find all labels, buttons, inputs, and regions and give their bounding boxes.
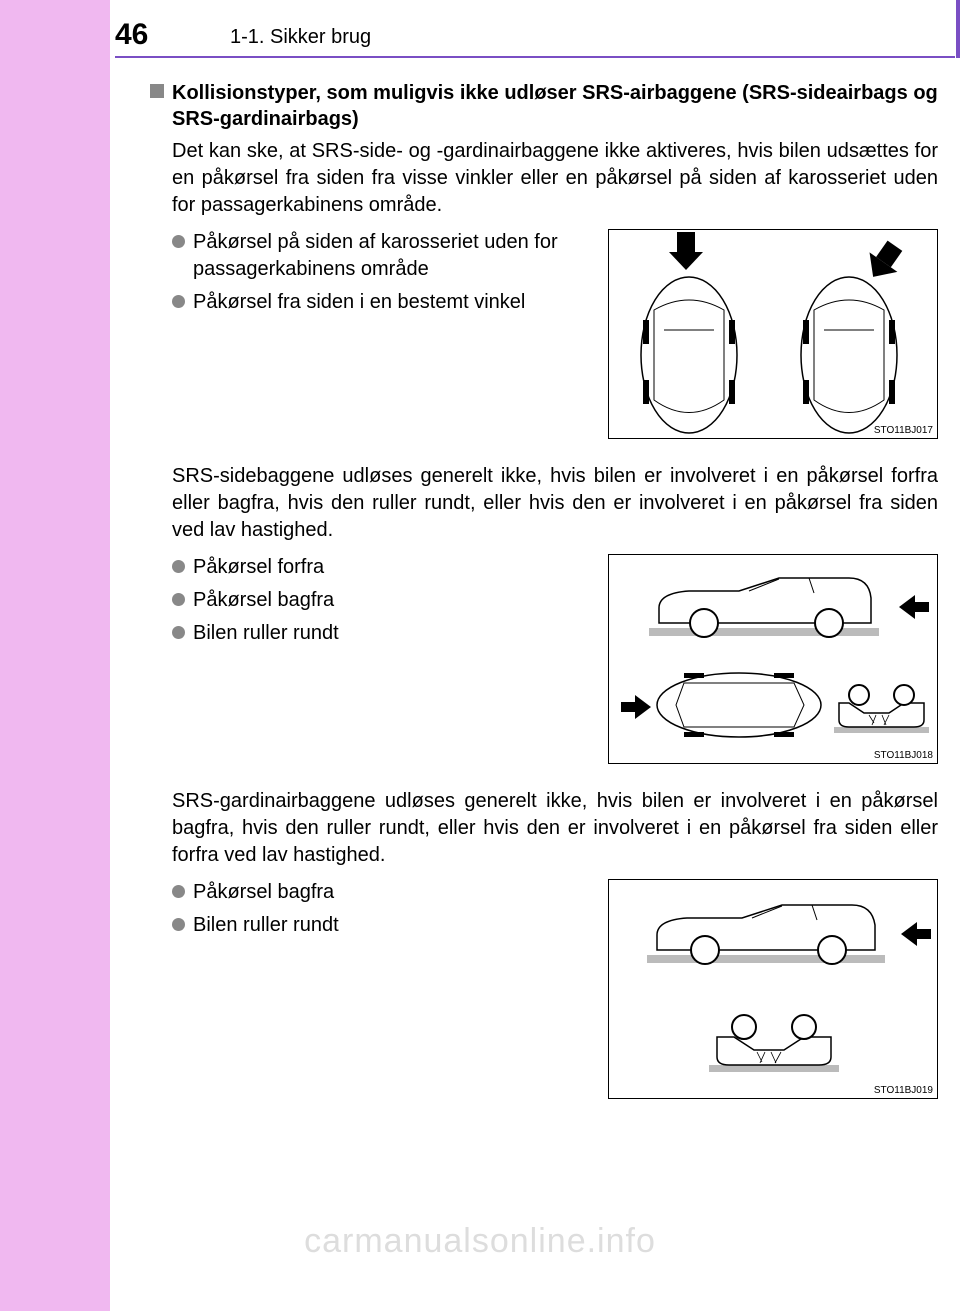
figure-caption: STO11BJ018: [874, 750, 933, 761]
diagram-rear-roll: [609, 880, 937, 1098]
page-number: 46: [115, 18, 148, 52]
paragraph-1: Det kan ske, at SRS-side- og -gardinairb…: [172, 138, 938, 219]
bullet-text: Påkørsel på siden af karosseriet uden fo…: [193, 229, 594, 283]
paragraph-2: SRS-sidebaggene udløses generelt ikke, h…: [172, 463, 938, 544]
bullet-text: Bilen ruller rundt: [193, 912, 339, 939]
section-heading: Kollisionstyper, som muligvis ikke udløs…: [172, 80, 938, 132]
diagram-top-impact: [609, 230, 937, 438]
figure-2: STO11BJ018: [608, 554, 938, 764]
diagram-front-rear-roll: [609, 555, 937, 763]
circle-bullet-icon: [172, 560, 185, 573]
section-label: 1-1. Sikker brug: [230, 26, 371, 49]
figure-3: STO11BJ019: [608, 879, 938, 1099]
square-bullet-icon: [150, 84, 164, 98]
bullet-text: Påkørsel forfra: [193, 554, 324, 581]
watermark: carmanualsonline.info: [0, 1222, 960, 1261]
bullet-text: Påkørsel bagfra: [193, 587, 334, 614]
circle-bullet-icon: [172, 885, 185, 898]
circle-bullet-icon: [172, 593, 185, 606]
list-item: Påkørsel bagfra: [172, 587, 594, 614]
list-item: Påkørsel fra siden i en bestemt vinkel: [172, 289, 594, 316]
block-1: Påkørsel på siden af karosseriet uden fo…: [172, 229, 938, 439]
figure-caption: STO11BJ019: [874, 1085, 933, 1096]
block-2: Påkørsel forfra Påkørsel bagfra Bilen ru…: [172, 554, 938, 764]
circle-bullet-icon: [172, 918, 185, 931]
circle-bullet-icon: [172, 626, 185, 639]
bullet-text: Bilen ruller rundt: [193, 620, 339, 647]
list-item: Bilen ruller rundt: [172, 620, 594, 647]
block-3: Påkørsel bagfra Bilen ruller rundt: [172, 879, 938, 1099]
paragraph-3: SRS-gardinairbaggene udløses generelt ik…: [172, 788, 938, 869]
bullet-list-3: Påkørsel bagfra Bilen ruller rundt: [172, 879, 608, 1099]
list-item: Påkørsel forfra: [172, 554, 594, 581]
list-item: Påkørsel på siden af karosseriet uden fo…: [172, 229, 594, 283]
figure-1: STO11BJ017: [608, 229, 938, 439]
content-area: Kollisionstyper, som muligvis ikke udløs…: [150, 80, 938, 1123]
list-item: Påkørsel bagfra: [172, 879, 594, 906]
bullet-text: Påkørsel bagfra: [193, 879, 334, 906]
circle-bullet-icon: [172, 295, 185, 308]
heading-row: Kollisionstyper, som muligvis ikke udløs…: [150, 80, 938, 132]
bullet-list-2: Påkørsel forfra Påkørsel bagfra Bilen ru…: [172, 554, 608, 764]
list-item: Bilen ruller rundt: [172, 912, 594, 939]
header-divider: [115, 56, 955, 58]
figure-caption: STO11BJ017: [874, 425, 933, 436]
bullet-text: Påkørsel fra siden i en bestemt vinkel: [193, 289, 525, 316]
sidebar-stripe: [0, 0, 110, 1311]
circle-bullet-icon: [172, 235, 185, 248]
corner-accent: [956, 0, 960, 58]
bullet-list-1: Påkørsel på siden af karosseriet uden fo…: [172, 229, 608, 439]
